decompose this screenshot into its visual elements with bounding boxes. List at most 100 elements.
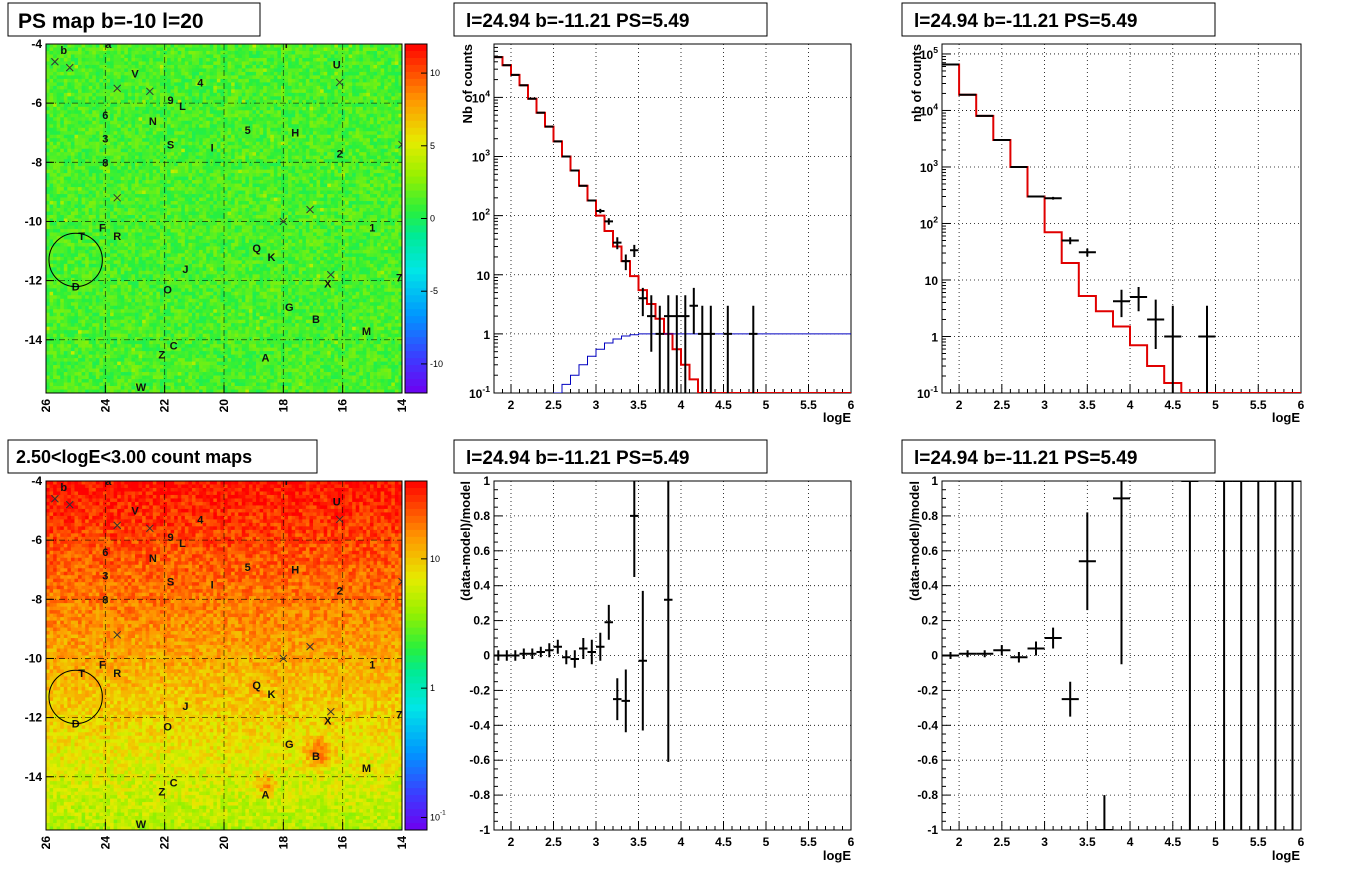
- source-label: B: [312, 314, 320, 326]
- res1-plot-area: 2 2.5 3 3.5 4 4.5 5 5.5 6 1 0.8 0.6 0.4 0.2 0 -0.2 -0.4 -…: [469, 474, 854, 849]
- x-tick-label: 3: [593, 398, 600, 412]
- colorbar-cell: [405, 365, 427, 373]
- data-point: [1232, 481, 1250, 830]
- source-label: L: [179, 101, 186, 113]
- source-label: V: [131, 506, 139, 518]
- x-tick-label: 4.5: [715, 835, 732, 849]
- x-tick-label: 18: [276, 399, 290, 413]
- y-tick-label: -0.2: [469, 683, 490, 697]
- colorbar-cell: [405, 634, 427, 642]
- colorbar-cell: [405, 697, 427, 705]
- source-cross: [326, 707, 335, 716]
- res2-panel: l=24.94 b=-11.21 PS=5.49 2 2.5 3 3.5 4 4.5 5 5.…: [901, 439, 1305, 863]
- spec2-title: l=24.94 b=-11.21 PS=5.49: [914, 11, 1137, 32]
- source-label: S: [167, 140, 174, 152]
- colorbar-cell: [405, 501, 427, 510]
- colorbar-cell: [405, 585, 427, 594]
- colorbar-cell: [405, 669, 427, 677]
- countmap-source-markers: b a Y U V 4 9 L 6 N 5 H 3 S I 2 8 1 F T R QK J X 7 D O G B M CZ A W: [48, 476, 402, 830]
- colorbar-cell: [405, 302, 427, 310]
- x-tick-label: 2: [956, 398, 963, 412]
- colorbar-cell: [405, 641, 427, 649]
- plot-frame: [941, 43, 1302, 394]
- colorbar-cell: [405, 253, 427, 261]
- source-cross: [113, 84, 122, 93]
- x-tick-label: 14: [395, 836, 409, 850]
- colorbar-cell: [405, 648, 427, 656]
- colorbar-cell: [405, 155, 427, 164]
- colorbar-cell: [405, 704, 427, 712]
- colorbar-cell: [405, 781, 427, 789]
- colorbar-cell: [405, 50, 427, 59]
- x-tick-label: 5.5: [800, 835, 817, 849]
- colorbar-cell: [405, 225, 427, 233]
- colorbar-cell: [405, 78, 427, 87]
- x-tick-label: 24: [98, 399, 112, 413]
- source-label: W: [136, 382, 147, 394]
- source-label: G: [285, 739, 294, 751]
- source-label: 8: [102, 157, 108, 169]
- y-tick-label: 10-1: [917, 384, 938, 401]
- colorbar-cell: [405, 564, 427, 573]
- x-tick-label: 16: [336, 836, 350, 850]
- data-point: [1027, 641, 1045, 656]
- countmap-title-box: [7, 439, 318, 474]
- source-label: a: [105, 476, 112, 488]
- colorbar-cell: [405, 246, 427, 254]
- data-point: [942, 652, 960, 659]
- x-tick-label: 3: [1041, 835, 1048, 849]
- res1-title-box: [453, 439, 768, 474]
- x-tick-label: 3.5: [630, 835, 647, 849]
- colorbar-cell: [405, 487, 427, 496]
- y-tick-label: -0.8: [917, 788, 938, 802]
- colorbar-cell: [405, 620, 427, 628]
- source-label: 6: [102, 110, 108, 122]
- colorbar-cell: [405, 379, 427, 387]
- y-tick-label: 0.6: [473, 544, 490, 558]
- data-point: [1113, 481, 1130, 665]
- data-point: [621, 669, 630, 733]
- colorbar-cell: [405, 232, 427, 240]
- source-label: Q: [252, 680, 261, 692]
- colorbar-cell: [405, 127, 427, 136]
- source-cross: [113, 193, 122, 202]
- source-label: K: [267, 689, 275, 701]
- source-cross: [335, 78, 344, 87]
- colorbar-cell: [405, 767, 427, 775]
- data-point: [1010, 652, 1028, 663]
- source-cross: [279, 654, 288, 663]
- data-point: [1164, 305, 1182, 393]
- colorbar-tick-label: 1: [430, 683, 435, 693]
- x-tick-label: 2.5: [545, 398, 562, 412]
- x-tick-label: 20: [217, 399, 231, 413]
- source-label: H: [291, 565, 299, 577]
- res2-xlabel: logE: [1272, 848, 1300, 863]
- source-cross: [65, 63, 74, 72]
- source-label: R: [113, 231, 121, 243]
- y-tick-label: 0.8: [473, 509, 490, 523]
- source-label: 4: [197, 514, 204, 526]
- colorbar-cell: [405, 211, 427, 219]
- data-point: [638, 287, 647, 317]
- data-point: [1078, 248, 1096, 257]
- x-tick-label: 2.5: [993, 398, 1010, 412]
- source-label: G: [285, 302, 294, 314]
- source-label: Q: [252, 243, 261, 255]
- source-label: D: [72, 282, 80, 294]
- y-tick-label: -0.2: [917, 683, 938, 697]
- source-label: X: [324, 716, 332, 728]
- colorbar-cell: [405, 323, 427, 331]
- colorbar-cell: [405, 309, 427, 317]
- colorbar-cell: [405, 795, 427, 803]
- data-point: [1147, 299, 1165, 349]
- data-point: [1266, 481, 1284, 830]
- colorbar-cell: [405, 627, 427, 635]
- data-point: [553, 639, 562, 654]
- data-point: [502, 650, 511, 661]
- colorbar-cell: [405, 64, 427, 73]
- x-tick-label: 24: [98, 836, 112, 850]
- colorbar-cell: [405, 543, 427, 552]
- source-label: C: [170, 341, 178, 353]
- source-label: 9: [168, 532, 174, 544]
